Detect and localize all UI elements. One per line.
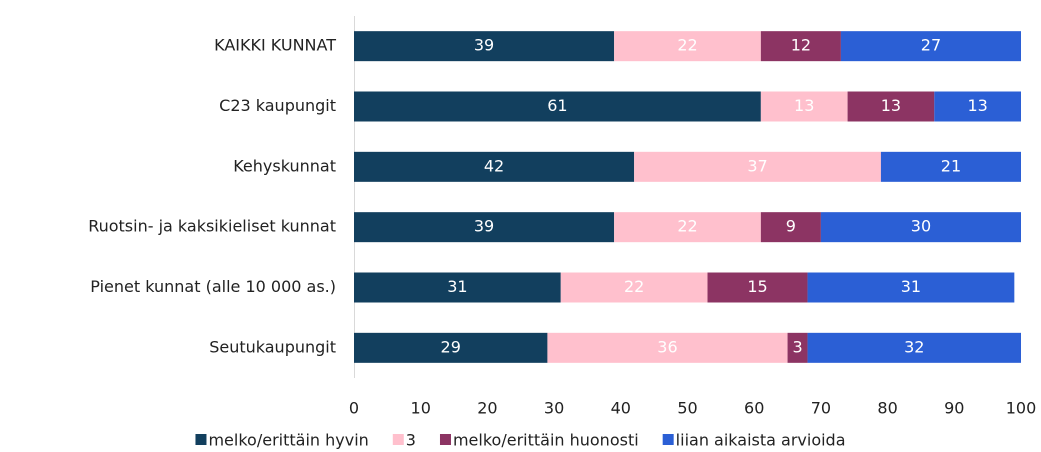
legend-swatch [392, 434, 404, 445]
data-label: 61 [547, 96, 567, 115]
data-label: 13 [967, 96, 987, 115]
x-tick-label: 90 [944, 399, 964, 418]
bar-segment [614, 31, 761, 62]
bar-segment [760, 31, 841, 62]
bar-segment [354, 212, 615, 243]
bar-segment [634, 151, 881, 182]
x-tick-label: 80 [877, 399, 897, 418]
data-label: 27 [921, 36, 941, 55]
data-label: 30 [911, 217, 931, 236]
y-tick-label: Kehyskunnat [233, 156, 336, 175]
bar-segment [847, 91, 935, 122]
y-tick-label: Seutukaupungit [209, 337, 336, 356]
bar-segment [807, 332, 1021, 363]
bar-segment [807, 272, 1015, 303]
data-label: 39 [474, 217, 494, 236]
data-label: 36 [657, 337, 677, 356]
bar-segment [354, 272, 561, 303]
bar-segment [934, 91, 1021, 122]
legend-swatch [439, 434, 451, 445]
bar-segment [547, 332, 788, 363]
bar-segment [354, 31, 615, 62]
bar-segment [820, 212, 1021, 243]
bar-segment [760, 91, 848, 122]
x-tick-label: 30 [544, 399, 564, 418]
legend-label: 3 [406, 431, 416, 450]
data-label: 13 [881, 96, 901, 115]
legend-label: liian aikaista arvioida [676, 431, 846, 450]
bar-segment [354, 151, 635, 182]
x-tick-label: 70 [811, 399, 831, 418]
x-tick-label: 0 [349, 399, 359, 418]
x-tick-label: 60 [744, 399, 764, 418]
data-label: 22 [677, 36, 697, 55]
bar-segment [760, 212, 821, 243]
data-label: 21 [941, 156, 961, 175]
y-tick-label: Pienet kunnat (alle 10 000 as.) [90, 277, 336, 296]
bar-segment [354, 91, 761, 122]
data-label: 39 [474, 36, 494, 55]
data-label: 3 [792, 337, 802, 356]
data-label: 37 [747, 156, 767, 175]
bar-segment [840, 31, 1021, 62]
data-label: 13 [794, 96, 814, 115]
bar-segment [614, 212, 761, 243]
bar-segment [880, 151, 1021, 182]
bar-segment [707, 272, 808, 303]
data-label: 22 [624, 277, 644, 296]
data-label: 42 [484, 156, 504, 175]
x-tick-label: 40 [611, 399, 631, 418]
bar-segment [787, 332, 808, 363]
x-tick-label: 10 [411, 399, 431, 418]
x-tick-label: 20 [477, 399, 497, 418]
legend-label: melko/erittäin huonosti [453, 431, 639, 450]
data-label: 31 [447, 277, 467, 296]
legend-label: melko/erittäin hyvin [208, 431, 368, 450]
legend-swatch [662, 434, 674, 445]
data-label: 9 [786, 217, 796, 236]
y-tick-label: KAIKKI KUNNAT [214, 36, 336, 55]
legend-swatch [195, 434, 207, 445]
y-tick-label: C23 kaupungit [219, 96, 336, 115]
data-label: 22 [677, 217, 697, 236]
data-label: 29 [441, 337, 461, 356]
data-label: 32 [904, 337, 924, 356]
bar-segment [354, 332, 548, 363]
y-tick-label: Ruotsin- ja kaksikieliset kunnat [88, 217, 336, 236]
x-tick-label: 100 [1006, 399, 1037, 418]
data-label: 31 [901, 277, 921, 296]
data-label: 12 [791, 36, 811, 55]
bar-segment [560, 272, 708, 303]
x-tick-label: 50 [677, 399, 697, 418]
data-label: 15 [747, 277, 767, 296]
